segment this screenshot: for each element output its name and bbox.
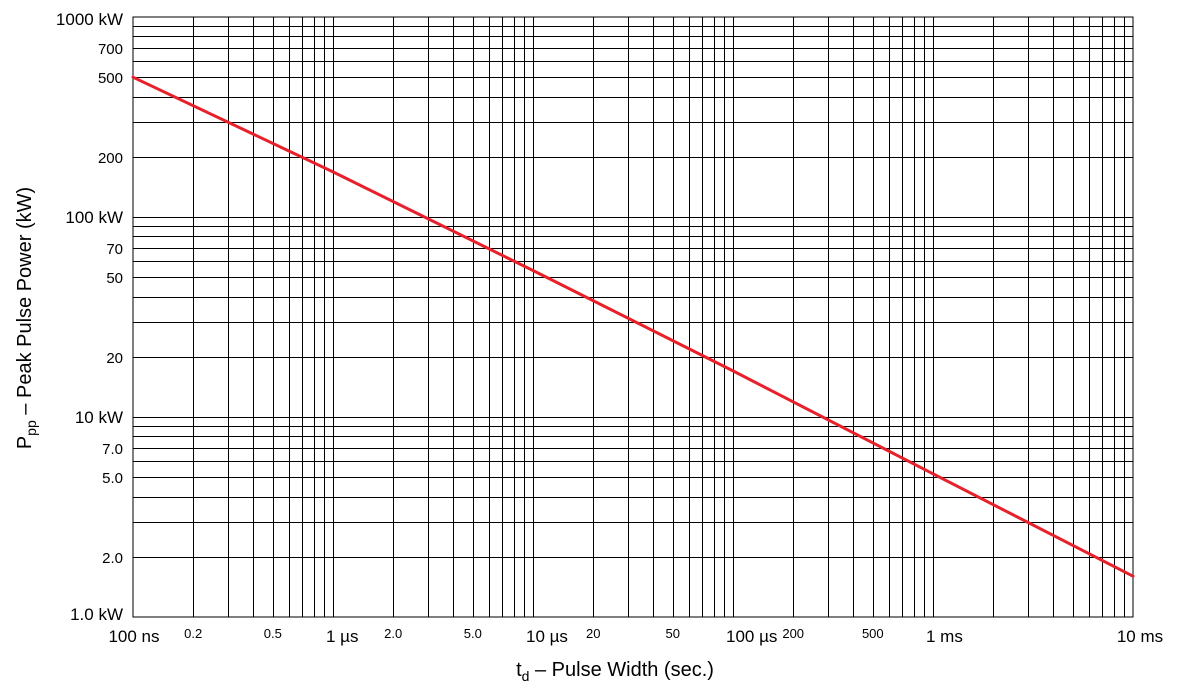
y-tick-label: 1.0 kW [70,605,123,624]
x-tick-label: 10 ms [1117,627,1163,646]
x-tick-label: 200 [782,626,804,641]
series-layer [131,75,1135,578]
y-tick-label: 1000 kW [56,10,123,29]
x-tick-label: 0.5 [264,626,282,641]
y-tick-label: 500 [98,70,123,87]
y-tick-label: 7.0 [102,441,123,458]
x-tick-label: 20 [586,626,600,641]
x-tick-label: 2.0 [384,626,402,641]
grid [133,17,1133,617]
x-tick-label: 0.2 [184,626,202,641]
series-line [131,75,1135,578]
x-tick-label: 100 ns [108,627,159,646]
x-tick-label: 50 [666,626,680,641]
x-tick-label: 1 ms [926,627,963,646]
y-tick-label: 20 [106,350,123,367]
x-tick-label: 500 [862,626,884,641]
x-axis-title: td – Pulse Width (sec.) [516,659,714,684]
y-tick-label: 5.0 [102,470,123,487]
plot-frame [132,16,1134,618]
y-axis-title: Ppp – Peak Pulse Power (kW) [14,187,39,449]
y-tick-labels: 1.0 kW 2.0 5.0 7.0 10 kW 20 50 70 100 kW 200 500 70… [56,10,123,624]
y-tick-label: 200 [98,150,123,167]
x-tick-labels: 100 ns 0.2 0.5 1 µs 2.0 5.0 10 µs 20 50 100 µs 200… [108,626,1163,646]
y-tick-label: 100 kW [65,208,123,227]
x-tick-label: 10 µs [526,627,568,646]
y-tick-label: 2.0 [102,550,123,567]
y-tick-label: 700 [98,41,123,58]
x-tick-label: 100 µs [726,627,777,646]
y-tick-label: 70 [106,241,123,258]
x-tick-label: 1 µs [326,627,358,646]
x-tick-label: 5.0 [464,626,482,641]
y-tick-label: 10 kW [75,408,123,427]
y-tick-label: 50 [106,270,123,287]
